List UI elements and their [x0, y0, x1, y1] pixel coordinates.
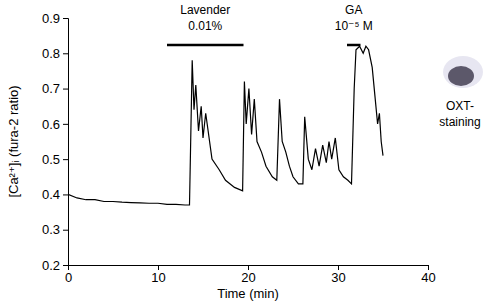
tick-mark [63, 89, 68, 90]
x-axis: 0 10 20 30 40 [65, 265, 436, 285]
tick-label: 10 [151, 270, 165, 285]
chart: 0 10 20 30 40 0.2 0.3 0.4 0.5 0.6 0.7 0.8 0.9 Time (m… [0, 0, 484, 304]
y-axis-title: [Ca²⁺]ᵢ (fura-2 ratio) [6, 85, 21, 197]
y-axis: 0.2 0.3 0.4 0.5 0.6 0.7 0.8 0.9 [42, 11, 69, 273]
tick: 0.6 [42, 117, 68, 132]
annotation-text: GA [345, 3, 362, 17]
axis-line [63, 19, 69, 266]
tick: 0.2 [42, 258, 68, 273]
tick-label: 0.9 [42, 11, 60, 26]
staining-note: OXT-staining [439, 56, 483, 129]
tick-mark [63, 18, 68, 19]
tick: 0.5 [42, 152, 68, 167]
tick: 30 [331, 265, 345, 285]
plot-area [68, 46, 383, 205]
annotation-bar [167, 44, 244, 47]
tick-label: 0.2 [42, 258, 60, 273]
tick-mark [63, 194, 68, 195]
trace-line [68, 46, 383, 205]
annotation-bar [347, 44, 361, 47]
tick-label: 30 [331, 270, 345, 285]
annotation-text: 10⁻⁵ M [335, 19, 373, 33]
tick-mark [63, 53, 68, 54]
staining-label: OXT- [446, 99, 474, 113]
tick: 20 [241, 265, 255, 285]
annotation-text: Lavender [180, 3, 230, 17]
annotation-text: 0.01% [188, 19, 222, 33]
annotations: Lavender 0.01% GA 10⁻⁵ M [167, 3, 373, 45]
tick-label: 0 [65, 270, 72, 285]
tick: 0.3 [42, 222, 68, 237]
tick-label: 20 [241, 270, 255, 285]
tick-label: 0.5 [42, 152, 60, 167]
tick: 40 [421, 265, 435, 285]
tick: 0.9 [42, 11, 68, 26]
tick-label: 0.4 [42, 187, 60, 202]
tick-label: 0.6 [42, 117, 60, 132]
tick-label: 0.3 [42, 222, 60, 237]
tick: 0.8 [42, 46, 68, 61]
tick-label: 0.7 [42, 81, 60, 96]
tick: 0 [65, 265, 72, 285]
tick: 10 [151, 265, 165, 285]
tick-mark [63, 159, 68, 160]
tick-mark [63, 265, 68, 266]
tick-mark [63, 230, 68, 231]
cell-halo [443, 56, 483, 88]
x-axis-title: Time (min) [217, 286, 279, 301]
tick-mark [63, 124, 68, 125]
staining-label: staining [439, 115, 480, 129]
tick: 0.7 [42, 81, 68, 96]
tick-label: 0.8 [42, 46, 60, 61]
tick-label: 40 [421, 270, 435, 285]
tick: 0.4 [42, 187, 68, 202]
